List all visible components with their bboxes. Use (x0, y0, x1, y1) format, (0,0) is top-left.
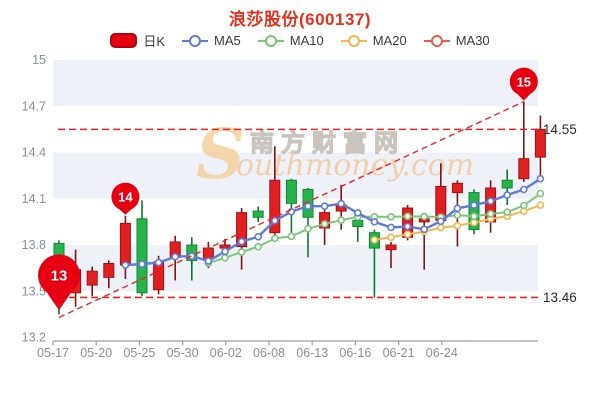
trend-line (58, 100, 525, 319)
ma10-swatch-icon (257, 34, 284, 47)
axes: 05-17 05-20 05-25 05-30 06-02 06-08 06-13 06-16… (22, 53, 538, 360)
chart-title: 浪莎股份(600137) (228, 10, 372, 29)
lower-value-label: 13.46 (543, 290, 577, 305)
candle-2 (86, 270, 98, 286)
y-tick-label: 14.4 (22, 146, 46, 160)
legend-label-ma5: MA5 (214, 33, 241, 48)
ma30-swatch-icon (423, 34, 450, 47)
candle-3 (103, 263, 115, 278)
legend-label-dayk: 日K (143, 34, 166, 49)
x-tick-label: 05-30 (167, 346, 199, 360)
legend-item-ma5: MA5 (182, 33, 241, 48)
candle-swatch-icon (110, 33, 138, 48)
candle-24 (451, 182, 463, 194)
svg-text:15: 15 (517, 75, 531, 90)
legend-item-dayk: 日K (110, 31, 165, 50)
upper-value-label: 14.55 (543, 122, 577, 137)
candle-29 (534, 128, 546, 158)
value-labels: 14.55 13.46 (543, 122, 577, 305)
legend-item-ma10: MA10 (257, 33, 324, 48)
candle-11 (236, 212, 248, 248)
balloon-markers: 13 14 15 (38, 67, 538, 311)
candle-5 (136, 218, 148, 294)
legend-label-ma30: MA30 (455, 33, 490, 48)
y-tick-label: 14.7 (22, 99, 46, 113)
legend-label-ma10: MA10 (289, 33, 324, 48)
candle-20 (385, 244, 397, 251)
x-tick-label: 06-16 (339, 346, 371, 360)
x-tick-label: 06-13 (296, 346, 328, 360)
candle-13 (269, 179, 281, 234)
x-tick-label: 06-24 (426, 346, 458, 360)
ma5-swatch-icon (182, 34, 209, 47)
y-tick-label: 13.5 (22, 284, 46, 298)
legend-label-ma20: MA20 (372, 33, 407, 48)
candle-27 (501, 179, 513, 189)
x-tick-label: 06-02 (210, 346, 242, 360)
candle-4 (119, 222, 131, 266)
legend-item-ma30: MA30 (423, 33, 490, 48)
ma20-swatch-icon (340, 34, 367, 47)
x-tick-label: 05-20 (80, 346, 112, 360)
candle-10 (219, 244, 231, 249)
x-tick-label: 06-21 (383, 346, 415, 360)
marker-15 (509, 67, 538, 96)
svg-text:S: S (196, 115, 245, 195)
ma5-line (121, 174, 545, 269)
y-tick-label: 14.1 (22, 192, 46, 206)
svg-text:13: 13 (51, 267, 68, 284)
reference-lines (58, 100, 538, 319)
y-tick-label: 15 (32, 53, 46, 67)
legend-item-ma20: MA20 (340, 33, 407, 48)
candle-28 (518, 158, 530, 180)
candle-25 (468, 192, 480, 231)
svg-text:14: 14 (118, 190, 133, 205)
candle-14 (285, 179, 297, 204)
x-tick-label: 05-17 (37, 346, 69, 360)
x-tick-label: 06-08 (253, 346, 285, 360)
y-tick-label: 13.8 (22, 238, 46, 252)
y-tick-label: 13.2 (22, 331, 46, 345)
marker-14 (111, 182, 140, 211)
candle-12 (252, 210, 264, 218)
x-tick-label: 05-25 (123, 346, 155, 360)
svg-text:outhmoney.com: outhmoney.com (236, 148, 474, 183)
marker-13 (38, 254, 80, 297)
legend: 日K MA5 MA10 MA20 MA30 (0, 31, 600, 50)
candle-18 (352, 219, 364, 227)
